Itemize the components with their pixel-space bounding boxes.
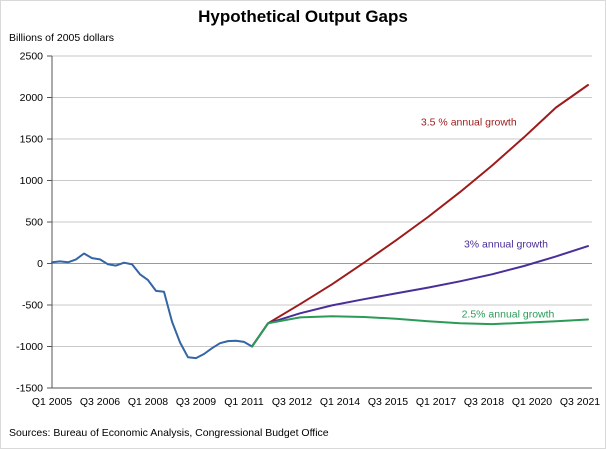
series-annotation: 3% annual growth <box>464 238 548 250</box>
x-tick-label: Q1 2011 <box>224 396 264 408</box>
y-tick-label: -1000 <box>16 341 43 353</box>
source-note: Sources: Bureau of Economic Analysis, Co… <box>9 427 329 439</box>
chart-title: Hypothetical Output Gaps <box>198 7 408 26</box>
series-line-3-percent-annual-growth <box>251 245 589 348</box>
x-tick-label: Q3 2021 <box>560 396 600 408</box>
series-line-actual-output-gap <box>51 252 253 360</box>
y-tick-label: 1000 <box>20 175 44 187</box>
y-tick-label: 500 <box>25 217 43 229</box>
x-tick-label: Q1 2008 <box>128 396 168 408</box>
x-tick-label: Q1 2020 <box>512 396 552 408</box>
series-annotation: 2.5% annual growth <box>462 308 555 320</box>
y-tick-label: 0 <box>37 258 43 270</box>
x-tick-label: Q1 2014 <box>320 396 360 408</box>
series-line-2.5-percent-annual-growth <box>251 315 589 348</box>
x-tick-label: Q3 2015 <box>368 396 408 408</box>
x-tick-label: Q1 2017 <box>416 396 456 408</box>
x-tick-label: Q3 2006 <box>80 396 120 408</box>
x-tick-label: Q3 2018 <box>464 396 504 408</box>
x-tick-label: Q3 2009 <box>176 396 216 408</box>
y-tick-label: 1500 <box>20 134 44 146</box>
y-tick-label: -500 <box>22 300 43 312</box>
y-axis-units-label: Billions of 2005 dollars <box>9 32 115 44</box>
x-tick-label: Q3 2012 <box>272 396 312 408</box>
x-tick-label: Q1 2005 <box>32 396 72 408</box>
y-tick-label: -1500 <box>16 383 43 395</box>
series-annotation: 3.5 % annual growth <box>421 116 517 128</box>
y-tick-label: 2500 <box>20 51 44 63</box>
y-tick-label: 2000 <box>20 92 44 104</box>
